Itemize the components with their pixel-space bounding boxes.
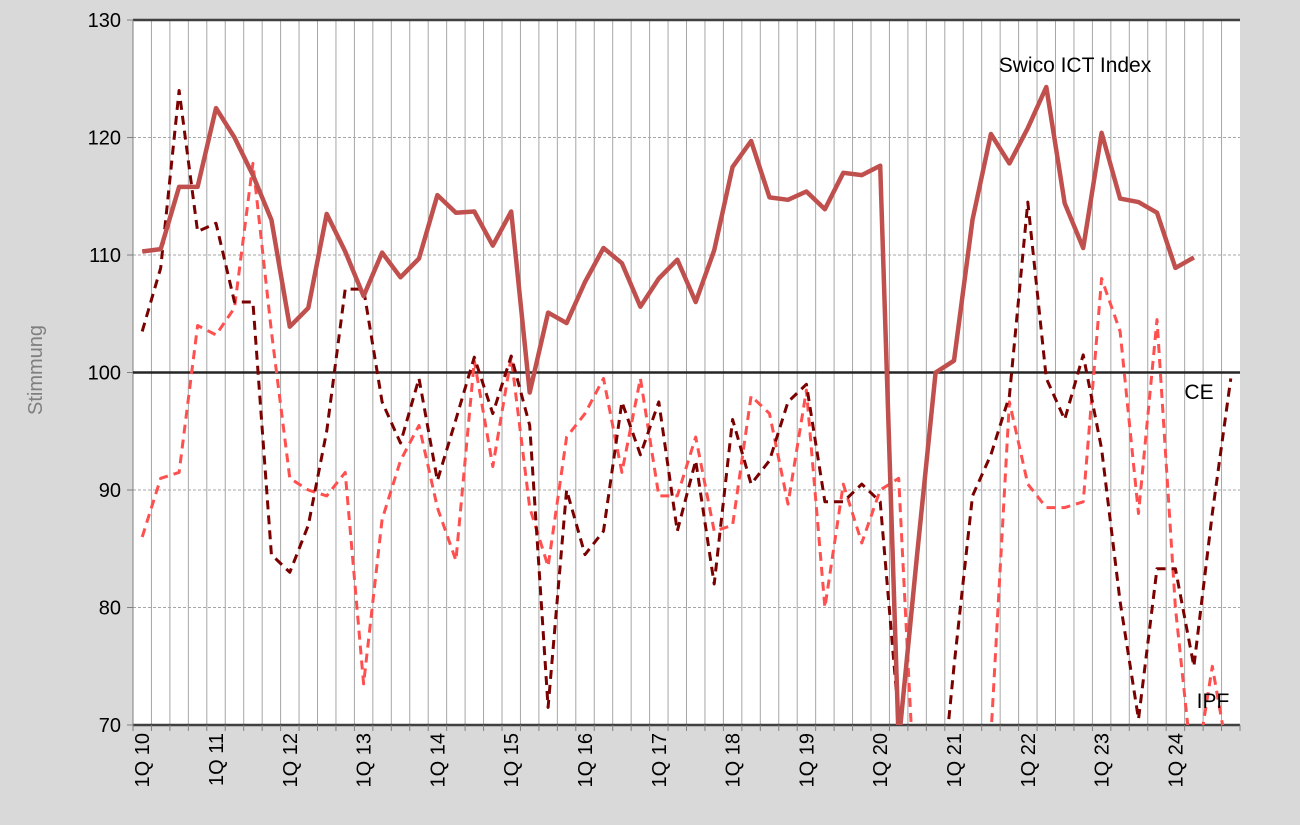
x-tick-label: 1Q 22 <box>1018 733 1040 787</box>
ce-series-line <box>140 89 1233 725</box>
x-tick-label: 1Q 12 <box>280 733 302 787</box>
x-tick-label: 1Q 14 <box>427 733 449 787</box>
y-tick-label: 130 <box>88 10 121 32</box>
y-tick-label: 70 <box>99 715 121 737</box>
x-tick-label: 1Q 10 <box>132 733 154 787</box>
y-tick-label: 100 <box>88 363 121 385</box>
ce-label: CE <box>1184 381 1213 404</box>
x-tick-label: 1Q 15 <box>501 733 523 787</box>
ipf-label: IPF <box>1197 690 1230 713</box>
ipf-series-line <box>140 161 1225 725</box>
y-tick-label: 80 <box>99 598 121 620</box>
x-tick-label: 1Q 23 <box>1092 733 1114 787</box>
x-tick-label: 1Q 11 <box>206 733 228 786</box>
x-tick-label: 1Q 16 <box>575 733 597 787</box>
series-layer <box>140 84 1233 725</box>
y-tick-label: 90 <box>99 480 121 502</box>
x-tick-label: 1Q 19 <box>796 733 818 787</box>
x-tick-label: 1Q 13 <box>354 733 376 787</box>
x-tick-label: 1Q 24 <box>1165 733 1187 787</box>
swico-ict-index-label: Swico ICT Index <box>999 54 1152 77</box>
y-tick-label: 120 <box>88 128 121 150</box>
x-tick-label: 1Q 18 <box>723 733 745 787</box>
x-tick-label: 1Q 17 <box>649 733 671 787</box>
swico-ict-index-series-line <box>141 84 1196 725</box>
axes: 70 80 90 100 110 120 130 1Q 10 1Q 11 1Q 12 1Q 13 1Q… <box>88 10 1241 787</box>
x-tick-label: 1Q 21 <box>944 733 966 787</box>
y-tick-label: 110 <box>89 245 121 267</box>
x-tick-label: 1Q 20 <box>870 733 892 787</box>
y-axis-label: Stimmung <box>25 325 47 415</box>
